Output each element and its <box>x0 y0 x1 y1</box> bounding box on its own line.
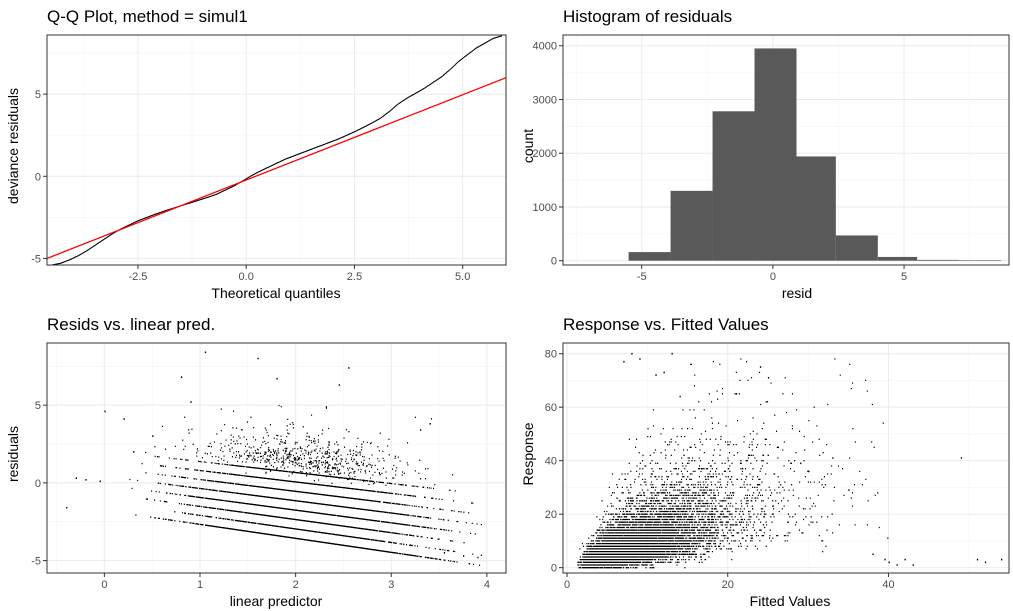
fitted-points <box>577 358 889 569</box>
qq-minor-grid <box>47 35 506 265</box>
response-vs-fitted-panel: 0 20 40 0 20 40 60 80 <box>545 342 1010 591</box>
resid-y-tick-label: -5 <box>31 556 41 568</box>
hist-y-tick-label: 4000 <box>533 41 557 53</box>
fitted-panel-border <box>562 342 1010 574</box>
qq-major-grid <box>47 35 506 265</box>
fitted-y-tick-label: 20 <box>545 509 557 521</box>
qq-x-tick-label: 5.0 <box>455 271 470 283</box>
resid-y-tick-label: 0 <box>35 478 41 490</box>
resid-x-tick-label: 0 <box>101 579 107 591</box>
qq-ylabel: deviance residuals <box>5 88 21 204</box>
resid-outlier-points <box>66 351 479 559</box>
fitted-minor-grid <box>563 343 1009 573</box>
qq-plot-panel: -2.5 0.0 2.5 5.0 -5 0 5 <box>31 34 507 283</box>
resid-x-tick-label: 1 <box>197 579 203 591</box>
qq-x-tick-label: 0.0 <box>239 271 254 283</box>
qq-marks <box>47 35 506 265</box>
hist-y-tick-label: 1000 <box>533 202 557 214</box>
fitted-y-tick-label: 80 <box>545 349 557 361</box>
hist-panel-border <box>562 34 1010 266</box>
resid-x-tick-label: 3 <box>388 579 394 591</box>
hist-xlabel: resid <box>782 285 812 301</box>
histogram-panel: -5 0 5 0 1000 2000 3000 4000 <box>533 34 1010 283</box>
resid-points <box>129 404 482 566</box>
hist-bar <box>670 190 713 261</box>
hist-bar <box>959 260 1002 262</box>
qq-y-tick-label: 0 <box>35 171 41 183</box>
hist-y-tick-label: 0 <box>551 256 557 268</box>
qq-reference-line <box>47 77 506 260</box>
qq-y-tick-label: 5 <box>35 89 41 101</box>
fitted-xlabel: Fitted Values <box>750 593 831 609</box>
hist-x-tick-label: 0 <box>770 271 776 283</box>
hist-y-tick-label: 2000 <box>533 148 557 160</box>
resid-marks <box>66 351 482 566</box>
qq-xlabel: Theoretical quantiles <box>211 285 340 301</box>
resid-x-tick-label: 2 <box>293 579 299 591</box>
fitted-y-tick-label: 0 <box>551 563 557 575</box>
hist-x-tick-label: -5 <box>637 271 647 283</box>
resid-x-tick-label: 4 <box>484 579 490 591</box>
qq-x-tick-label: -2.5 <box>128 271 147 283</box>
hist-title: Histogram of residuals <box>563 7 732 26</box>
qq-sample-points <box>51 35 502 265</box>
hist-bar <box>917 259 960 261</box>
fitted-ylabel: Response <box>520 422 536 485</box>
fitted-outlier-points <box>623 352 1003 566</box>
resid-vs-linear-pred-panel: 0 1 2 3 4 -5 0 5 <box>31 342 507 591</box>
hist-bar <box>796 156 836 261</box>
resid-title: Resids vs. linear pred. <box>47 315 215 334</box>
qq-x-tick-label: 2.5 <box>347 271 362 283</box>
hist-bar <box>628 252 671 261</box>
fitted-x-tick-label: 0 <box>564 579 570 591</box>
fitted-y-tick-label: 40 <box>545 456 557 468</box>
fitted-x-tick-label: 40 <box>882 579 894 591</box>
fitted-marks <box>577 352 1003 569</box>
resid-minor-grid <box>47 343 506 573</box>
hist-bar <box>754 48 797 261</box>
qq-panel-border <box>46 34 507 266</box>
hist-bar <box>712 111 755 261</box>
hist-bar <box>877 256 918 261</box>
qq-title: Q-Q Plot, method = simul1 <box>47 7 248 26</box>
resid-xlabel: linear predictor <box>230 593 323 609</box>
resid-ylabel: residuals <box>5 426 21 482</box>
fitted-y-tick-label: 60 <box>545 402 557 414</box>
resid-major-grid <box>47 343 506 573</box>
hist-bar <box>835 235 878 261</box>
hist-ylabel: count <box>520 129 536 163</box>
hist-marks <box>628 48 1002 262</box>
hist-y-tick-label: 3000 <box>533 94 557 106</box>
fitted-x-tick-label: 20 <box>722 579 734 591</box>
qq-y-tick-label: -5 <box>31 253 41 265</box>
fitted-title: Response vs. Fitted Values <box>563 315 769 334</box>
resid-y-tick-label: 5 <box>35 400 41 412</box>
hist-x-tick-label: 5 <box>901 271 907 283</box>
resid-panel-border <box>46 342 507 574</box>
